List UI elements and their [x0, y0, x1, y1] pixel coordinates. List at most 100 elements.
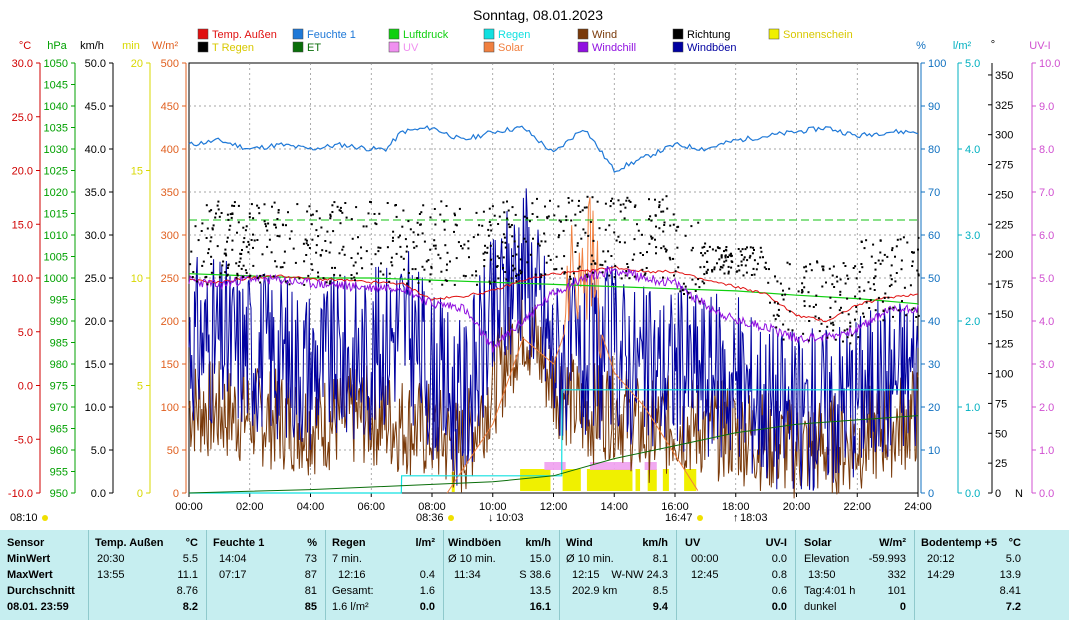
direction-point [206, 227, 209, 230]
direction-point [690, 249, 693, 252]
direction-point [863, 247, 866, 250]
direction-point [194, 225, 197, 228]
direction-point [407, 272, 410, 274]
direction-point [774, 318, 777, 321]
direction-point [684, 234, 687, 237]
direction-point [526, 217, 529, 220]
direction-point [867, 281, 870, 284]
legend-label: Regen [498, 29, 530, 41]
direction-point [658, 204, 661, 207]
direction-point [331, 204, 334, 207]
sunmin-tick-label: 20 [131, 58, 143, 70]
direction-point [646, 251, 648, 254]
direction-point [753, 249, 755, 251]
direction-point [378, 212, 381, 215]
direction-point [815, 294, 818, 297]
direction-point [765, 268, 768, 270]
direction-point [263, 220, 266, 223]
direction-point [745, 271, 748, 274]
solar-avg: 101 [887, 585, 906, 597]
direction-point [599, 263, 602, 266]
wind-tick-label: 40.0 [85, 144, 106, 156]
direction-point [854, 318, 856, 321]
direction-point [881, 259, 884, 262]
direction-point [700, 252, 703, 254]
time-left-label: 08:10 [10, 512, 38, 524]
direction-point [497, 223, 500, 225]
rain-tick-label: 2.0 [965, 316, 980, 328]
direction-point [218, 276, 221, 279]
direction-point [773, 301, 776, 304]
direction-point [329, 215, 332, 218]
direction-point [829, 296, 832, 299]
temp-unit: °C [185, 537, 198, 549]
direction-point [860, 263, 863, 265]
direction-point [276, 218, 279, 220]
direction-point [429, 273, 432, 276]
direction-point [249, 274, 252, 277]
direction-point [569, 275, 571, 278]
direction-point [567, 201, 570, 204]
direction-point [496, 255, 499, 258]
direction-point [513, 240, 516, 243]
rain-unit-label: l/m² [953, 40, 972, 52]
direction-point [704, 252, 707, 255]
series-windchill [188, 266, 919, 353]
direction-point [602, 250, 605, 253]
direction-point [305, 254, 308, 256]
uv-block [589, 462, 633, 470]
humidity-tick-label: 70 [928, 187, 940, 199]
direction-point [655, 246, 658, 249]
direction-tick-label: 125 [995, 339, 1013, 351]
wind-unit: km/h [642, 537, 668, 549]
direction-point [822, 268, 825, 271]
rain-unit: l/m² [415, 537, 435, 549]
direction-point [544, 273, 547, 276]
direction-point [329, 213, 332, 216]
pressure-tick-label: 1040 [44, 101, 68, 113]
direction-point [658, 227, 661, 230]
direction-point [217, 200, 220, 203]
direction-point [658, 206, 661, 209]
direction-point [720, 254, 723, 257]
direction-point [229, 224, 232, 227]
direction-point [613, 231, 616, 234]
direction-point [310, 214, 313, 217]
rain-min-time: 7 min. [332, 553, 362, 565]
direction-point [746, 246, 748, 249]
direction-point [665, 195, 668, 198]
direction-point [242, 226, 245, 229]
legend-swatch [577, 28, 589, 40]
wind-tick-label: 45.0 [85, 101, 106, 113]
direction-point [206, 283, 209, 286]
direction-point [870, 255, 873, 258]
rain-title: Regen [332, 537, 366, 549]
direction-point [672, 257, 674, 260]
direction-point [329, 280, 332, 283]
direction-point [224, 248, 227, 251]
direction-point [367, 212, 370, 215]
direction-point [502, 233, 505, 236]
legend-swatch [577, 41, 589, 53]
direction-point [777, 308, 780, 311]
direction-point [379, 270, 382, 273]
x-tick-label: 16:00 [661, 501, 689, 513]
direction-point [486, 246, 489, 249]
direction-point [563, 271, 566, 274]
direction-point [601, 264, 604, 267]
x-tick-label: 08:00 [418, 501, 446, 513]
direction-point [411, 268, 414, 271]
direction-point [333, 273, 336, 276]
direction-point [216, 245, 219, 248]
temp-max: 11.1 [177, 569, 198, 581]
direction-point [315, 244, 318, 247]
direction-point [755, 268, 758, 271]
direction-point [911, 260, 914, 263]
direction-point [460, 245, 462, 247]
direction-point [467, 247, 470, 250]
direction-point [511, 235, 514, 238]
direction-point [502, 256, 505, 259]
direction-point [329, 241, 332, 244]
direction-point [268, 238, 271, 241]
direction-point [490, 229, 493, 232]
